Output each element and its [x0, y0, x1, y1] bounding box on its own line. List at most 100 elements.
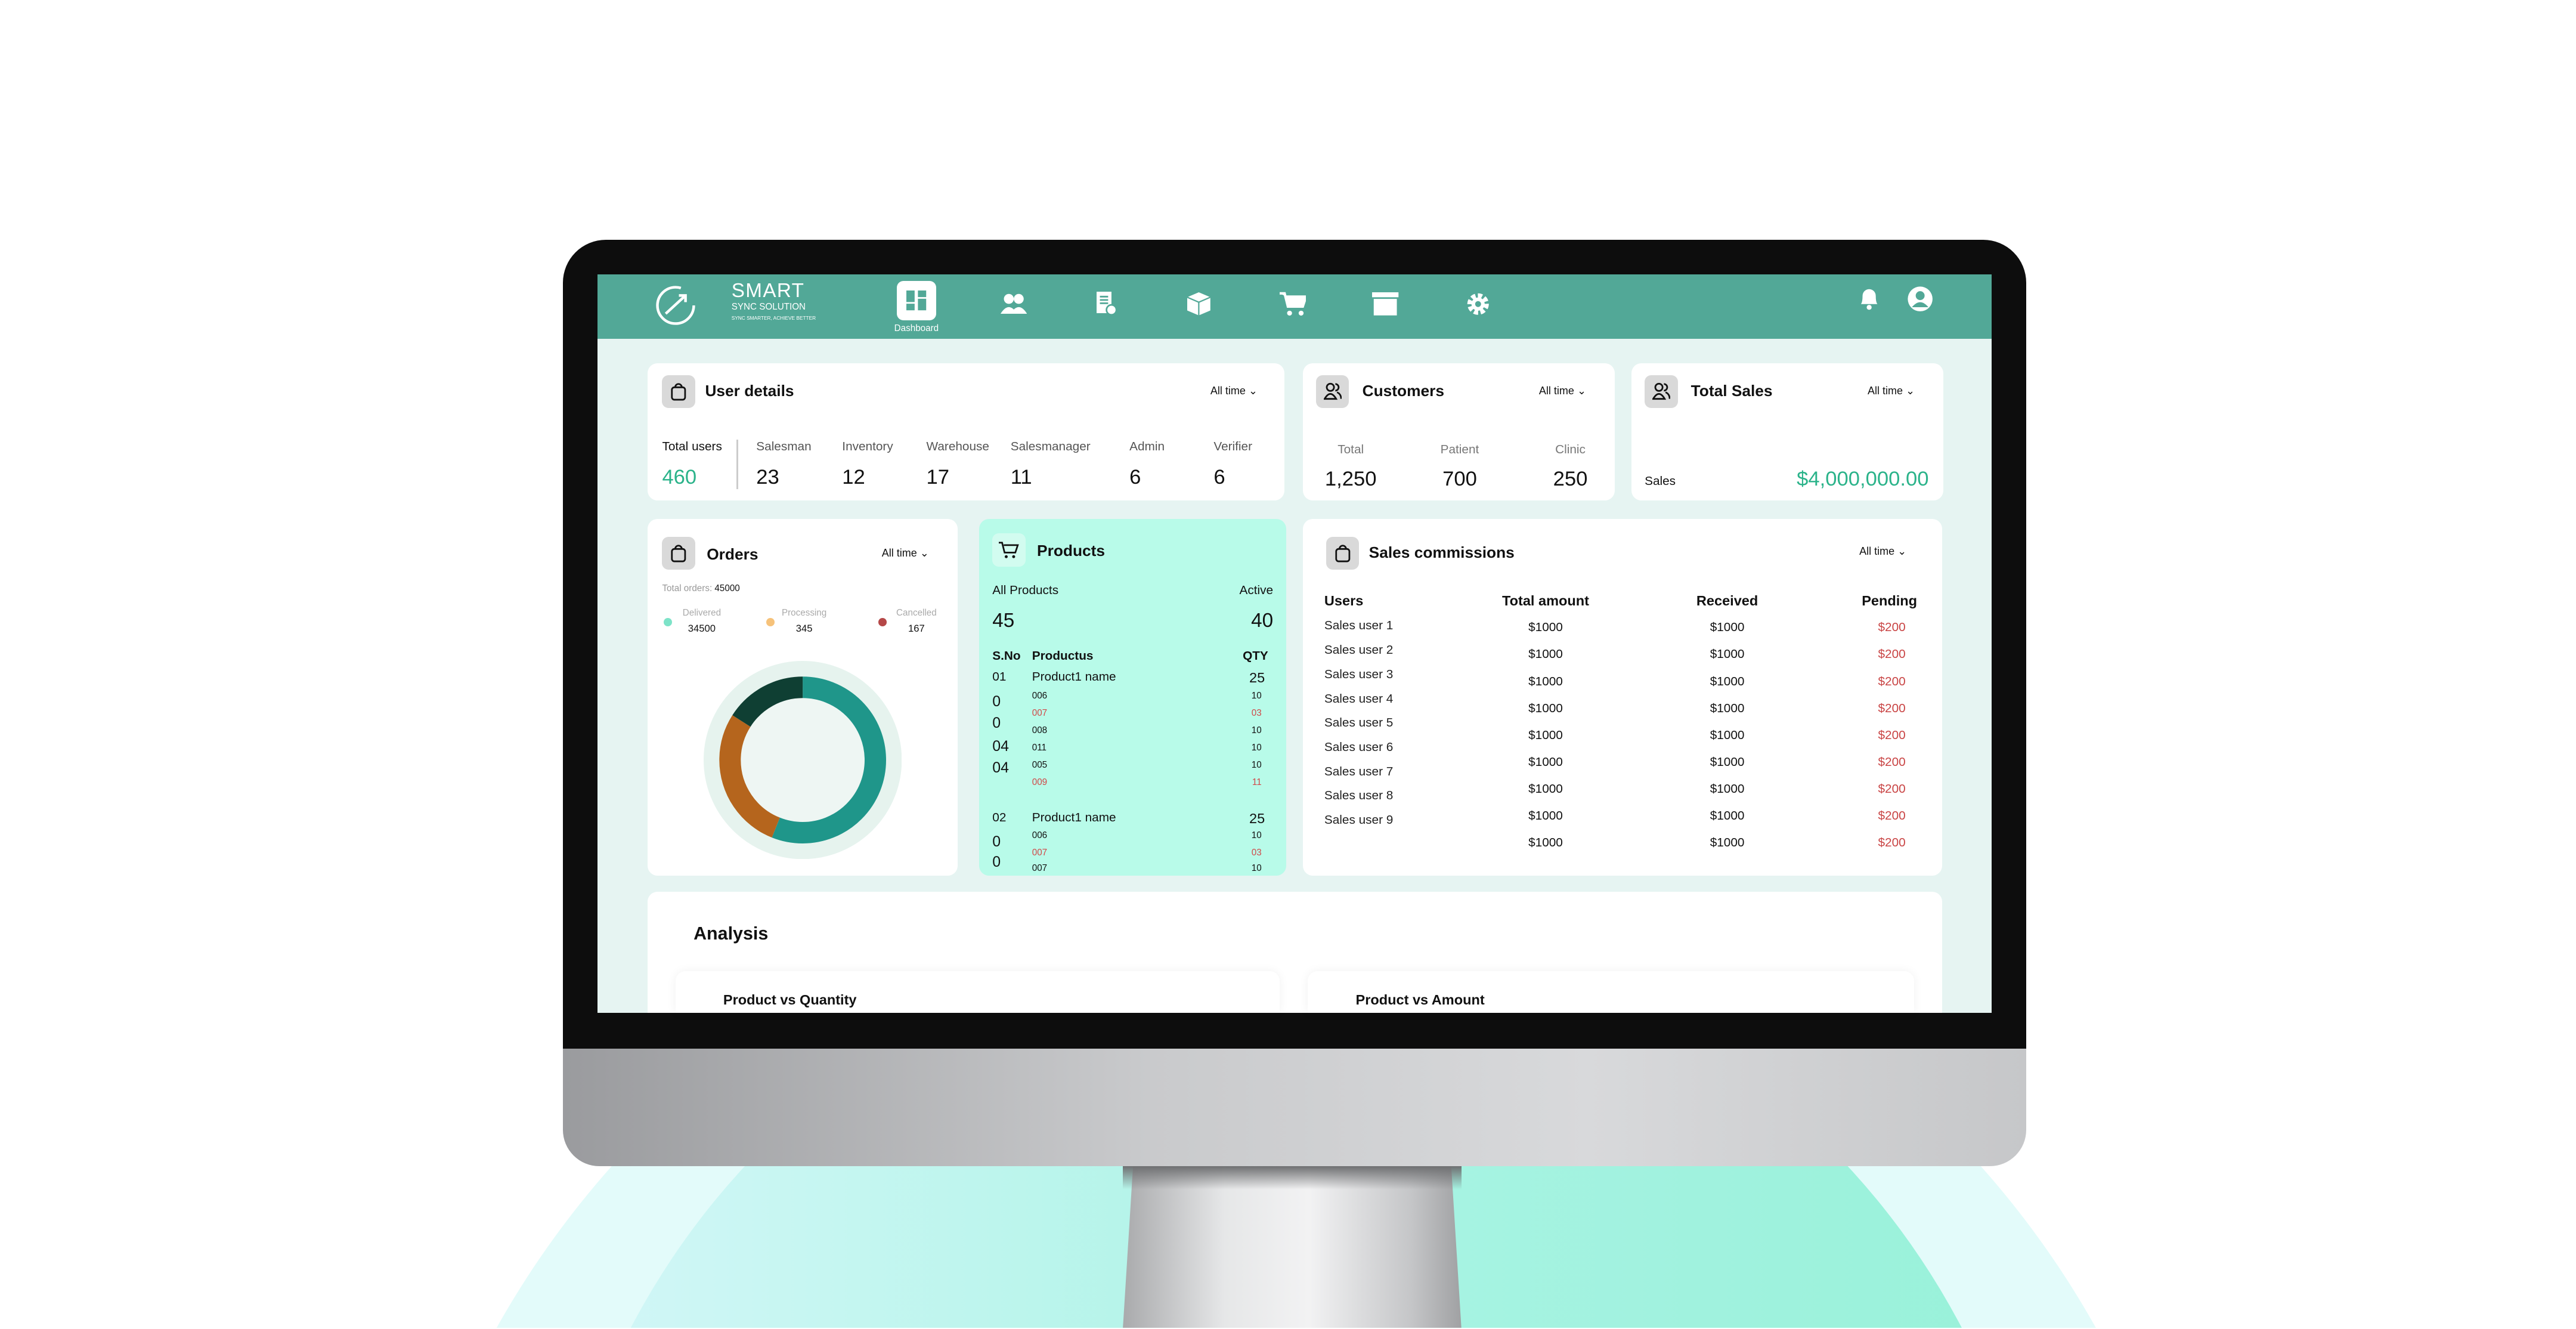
time-filter-dropdown[interactable]: All time ⌄	[1859, 545, 1906, 558]
col-header-total: Total amount	[1501, 593, 1589, 609]
sno-cell: 0	[992, 715, 1001, 732]
user-cell: Sales user 3	[1324, 667, 1394, 681]
donut-segment	[719, 676, 886, 843]
received-cell: $1000	[1710, 836, 1745, 850]
card-title: Total Sales	[1690, 381, 1773, 400]
bag-icon	[671, 545, 686, 562]
monitor-stand	[1123, 1166, 1462, 1328]
time-filter-dropdown[interactable]: All time ⌄	[1868, 385, 1915, 397]
stat-label: Inventory	[842, 439, 893, 453]
filter-label: All time	[1867, 385, 1903, 397]
stat-value: 6	[1129, 465, 1141, 489]
card-title: Customers	[1362, 381, 1444, 400]
nav-users[interactable]	[998, 288, 1030, 320]
bag-icon-tile	[1326, 536, 1360, 570]
total-users-label: Total users	[662, 439, 722, 453]
logo[interactable]: SMART SYNC SOLUTION SYNC SMARTER, ACHIEV…	[654, 281, 839, 330]
users-icon-tile	[1316, 375, 1349, 408]
pending-cell: $200	[1878, 809, 1906, 823]
time-filter-dropdown[interactable]: All time ⌄	[882, 547, 929, 560]
donut-track	[703, 660, 902, 859]
product-name: 006	[1032, 690, 1048, 701]
users-icon	[1652, 382, 1671, 400]
product-name: 009	[1032, 777, 1048, 788]
user-details-card: User details All time ⌄ Total users 460 …	[647, 363, 1285, 501]
nav-settings[interactable]	[1462, 288, 1494, 320]
received-cell: $1000	[1710, 674, 1745, 688]
stat-label: Patient	[1440, 443, 1479, 457]
sno-cell: 02	[992, 810, 1007, 824]
all-products-label: All Products	[992, 583, 1059, 597]
chevron-down-icon: ⌄	[919, 546, 929, 559]
nav-archive[interactable]	[1369, 288, 1402, 320]
sales-label: Sales	[1645, 474, 1676, 488]
logo-icon	[655, 286, 695, 325]
sno-cell: 01	[992, 670, 1007, 684]
product-qty: 10	[1251, 743, 1262, 753]
card-title: User details	[705, 381, 794, 400]
total-sales-card: Total Sales All time ⌄ Sales $4,000,000.…	[1631, 363, 1944, 501]
bag-icon-tile	[662, 375, 695, 408]
product-header: Productus	[1032, 649, 1094, 663]
pending-cell: $200	[1878, 674, 1906, 688]
user-cell: Sales user 4	[1324, 691, 1394, 706]
product-qty: 25	[1249, 810, 1265, 826]
users-icon-tile	[1645, 375, 1678, 408]
box-icon	[1187, 292, 1210, 316]
bell-icon	[1860, 289, 1878, 310]
archive-icon	[1372, 292, 1399, 316]
dashboard-screen: SMART SYNC SOLUTION SYNC SMARTER, ACHIEV…	[597, 274, 1992, 1013]
time-filter-dropdown[interactable]: All time ⌄	[1539, 385, 1586, 397]
total-orders: Total orders: 45000	[662, 583, 739, 594]
product-vs-quantity-chart: Product vs Quantity	[675, 971, 1280, 1013]
product-name: Product1 name	[1032, 670, 1116, 684]
product-name: 006	[1032, 830, 1048, 840]
product-qty: 03	[1251, 847, 1262, 858]
user-icon	[1908, 286, 1933, 311]
total-cell: $1000	[1528, 728, 1563, 742]
stat-value: 250	[1553, 467, 1588, 490]
nav-inventory[interactable]	[1182, 288, 1215, 320]
stat-label: Clinic	[1555, 443, 1586, 457]
profile-button[interactable]	[1904, 283, 1937, 316]
product-qty: 10	[1251, 830, 1262, 840]
bag-icon-tile	[662, 536, 695, 570]
filter-label: All time	[881, 546, 917, 559]
stat-value: 6	[1213, 465, 1225, 489]
divider	[736, 439, 738, 489]
nav-documents[interactable]	[1090, 288, 1123, 320]
product-qty: 10	[1251, 863, 1262, 874]
chevron-down-icon: ⌄	[1897, 545, 1907, 557]
donut-hole	[739, 697, 866, 823]
received-cell: $1000	[1710, 701, 1745, 715]
total-orders-label: Total orders:	[662, 583, 713, 594]
nav-orders[interactable]	[1277, 288, 1309, 320]
user-cell: Sales user 2	[1324, 643, 1394, 657]
total-cell: $1000	[1528, 701, 1563, 715]
received-cell: $1000	[1710, 755, 1745, 769]
chevron-down-icon: ⌄	[1906, 385, 1915, 397]
customers-card: Customers All time ⌄ Total 1,250 Patient 70…	[1302, 363, 1615, 501]
sales-value: $4,000,000.00	[1797, 467, 1929, 490]
chart-title: Product vs Amount	[1355, 992, 1485, 1008]
product-qty: 25	[1249, 670, 1265, 686]
user-cell: Sales user 6	[1324, 740, 1394, 754]
nav-dashboard[interactable]	[896, 280, 937, 321]
analysis-title: Analysis	[693, 923, 769, 944]
analysis-card: Analysis Product vs Quantity Product vs …	[647, 892, 1942, 1013]
nav-dashboard-label: Dashboard	[894, 323, 939, 333]
card-title: Products	[1037, 542, 1106, 560]
stat-label: Warehouse	[926, 439, 989, 453]
filter-label: All time	[1538, 385, 1574, 397]
sno-cell: 04	[992, 759, 1009, 776]
time-filter-dropdown[interactable]: All time ⌄	[1210, 385, 1258, 397]
product-name: 007	[1032, 863, 1048, 874]
user-cell: Sales user 7	[1324, 764, 1394, 778]
legend-label: Processing	[781, 608, 827, 619]
notifications-button[interactable]	[1853, 283, 1885, 316]
legend-dot	[878, 617, 887, 626]
cart-icon	[999, 542, 1019, 558]
sno-cell: 0	[992, 853, 1001, 870]
sno-cell: 04	[992, 737, 1009, 755]
product-qty: 03	[1251, 707, 1262, 718]
